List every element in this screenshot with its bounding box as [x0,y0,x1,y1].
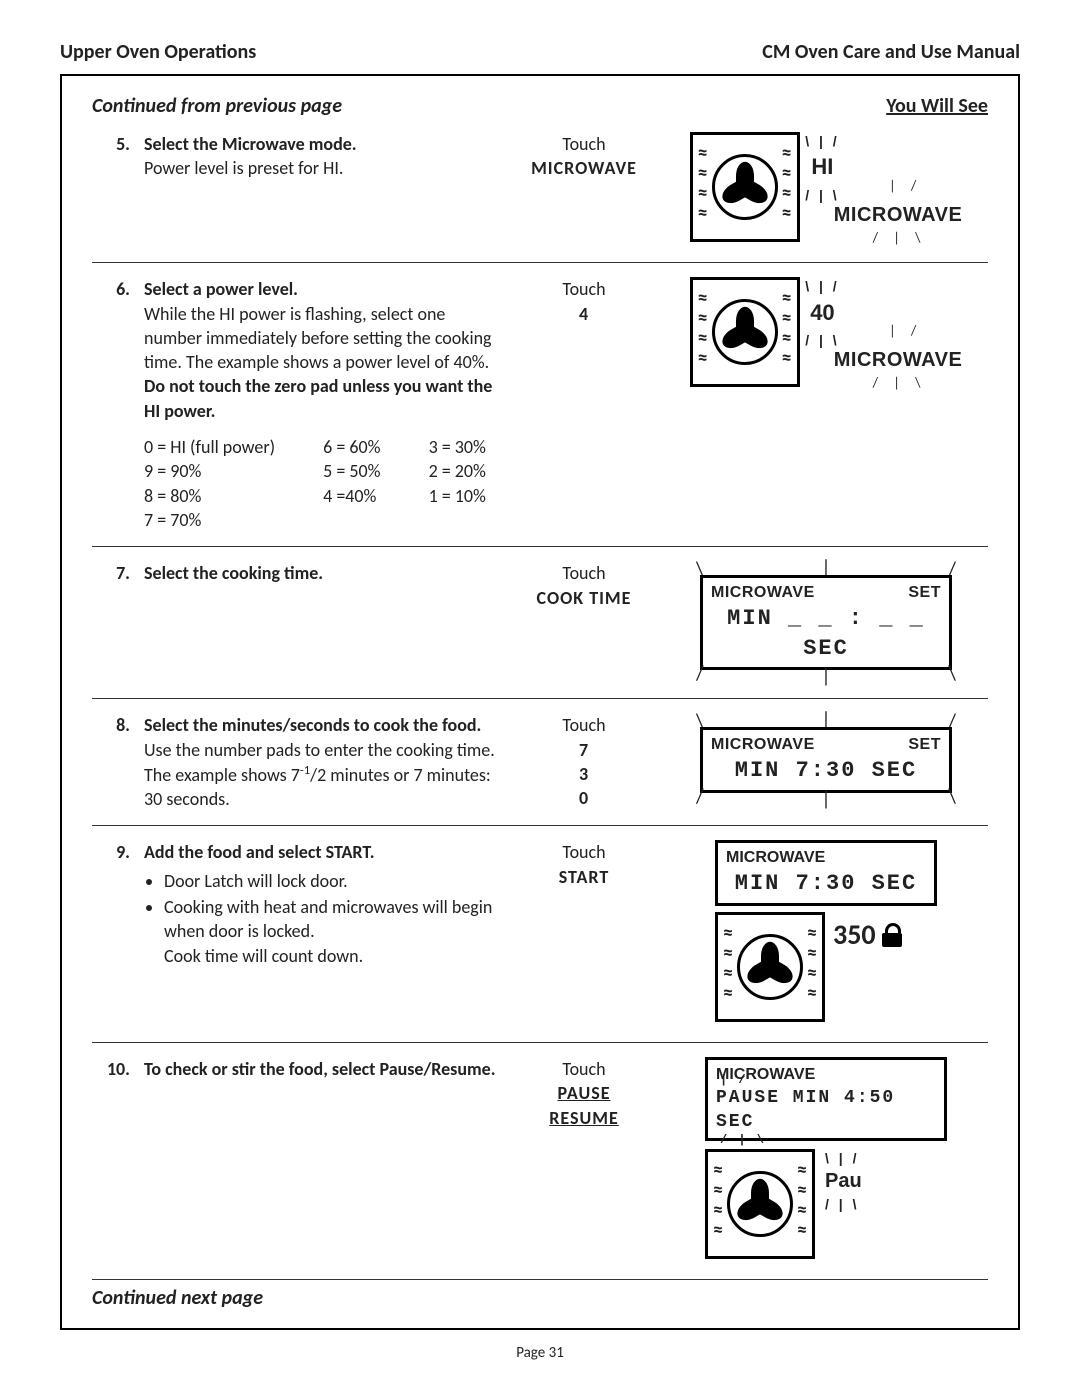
continued-bottom: Continued next page [92,1286,988,1310]
mode-label: MICROWAVE [834,202,963,229]
step-number: 9. [92,840,134,1028]
step-number: 10. [92,1057,134,1265]
step-9: 9. Add the food and select START. Door L… [92,826,988,1043]
display-col: MICROWAVE MIN 7:30 SEC [664,840,988,1028]
mode-label: MICROWAVE [834,347,963,374]
oven-icon: \ | / 40 / | \ [690,277,800,387]
continued-top: Continued from previous page [92,94,342,118]
power-levels-table: 0 = HI (full power) 9 = 90% 8 = 80% 7 = … [144,435,504,532]
display-col: \|/ MICROWAVE SET MIN 7:30 SEC /|\ [664,713,988,811]
display-col: \|/ MICROWAVE SET MIN _ _ : _ _ SEC /|\ [664,561,988,684]
lcd-display: MICROWAVE SET MIN 7:30 SEC [700,727,952,792]
touch-col: Touch 7 3 0 [514,713,654,811]
lcd-display: MICROWAVE SET MIN _ _ : _ _ SEC [700,575,952,670]
touch-col: Touch COOK TIME [514,561,654,684]
step-body: Select the minutes/seconds to cook the f… [144,713,504,811]
step-body: Add the food and select START. Door Latc… [144,840,504,1028]
display-col: \ | / HI / | \ | / MICROWAVE / | \ [664,132,988,248]
temp-lock: 350 [833,916,908,954]
step-body: Select the cooking time. [144,561,504,684]
step-8: 8. Select the minutes/seconds to cook th… [92,699,988,826]
step-number: 5. [92,132,134,248]
step-body: To check or stir the food, select Pause/… [144,1057,504,1265]
lcd-display: MICROWAVE | / PAUSE MIN 4:50 SEC / | \ [705,1057,947,1141]
step-5: 5. Select the Microwave mode. Power leve… [92,118,988,263]
step-bullets: Door Latch will lock door. Cooking with … [144,869,504,968]
step-body: Select the Microwave mode. Power level i… [144,132,504,248]
header-right: CM Oven Care and Use Manual [762,40,1020,64]
step-number: 7. [92,561,134,684]
step-number: 8. [92,713,134,811]
oven-icon [705,1149,815,1259]
step-body: Select a power level. While the HI power… [144,277,504,532]
step-6: 6. Select a power level. While the HI po… [92,263,988,547]
step-10: 10. To check or stir the food, select Pa… [92,1043,988,1280]
oven-icon: \ | / HI / | \ [690,132,800,242]
touch-col: Touch 4 [514,277,654,532]
header-left: Upper Oven Operations [60,40,256,64]
step-number: 6. [92,277,134,532]
display-col: \ | / 40 / | \ | / MICROWAVE / | \ [664,277,988,532]
lock-icon [882,923,902,947]
touch-col: Touch START [514,840,654,1028]
lcd-display: MICROWAVE MIN 7:30 SEC [715,840,937,905]
page-number: Page 31 [60,1344,1020,1362]
content-box: Continued from previous page You Will Se… [60,74,1020,1330]
touch-col: Touch MICROWAVE [514,132,654,248]
display-col: MICROWAVE | / PAUSE MIN 4:50 SEC / | \ [664,1057,988,1265]
oven-icon [715,912,825,1022]
step-7: 7. Select the cooking time. Touch COOK T… [92,547,988,699]
touch-col: Touch PAUSE RESUME [514,1057,654,1265]
you-will-see: You Will See [886,94,988,118]
